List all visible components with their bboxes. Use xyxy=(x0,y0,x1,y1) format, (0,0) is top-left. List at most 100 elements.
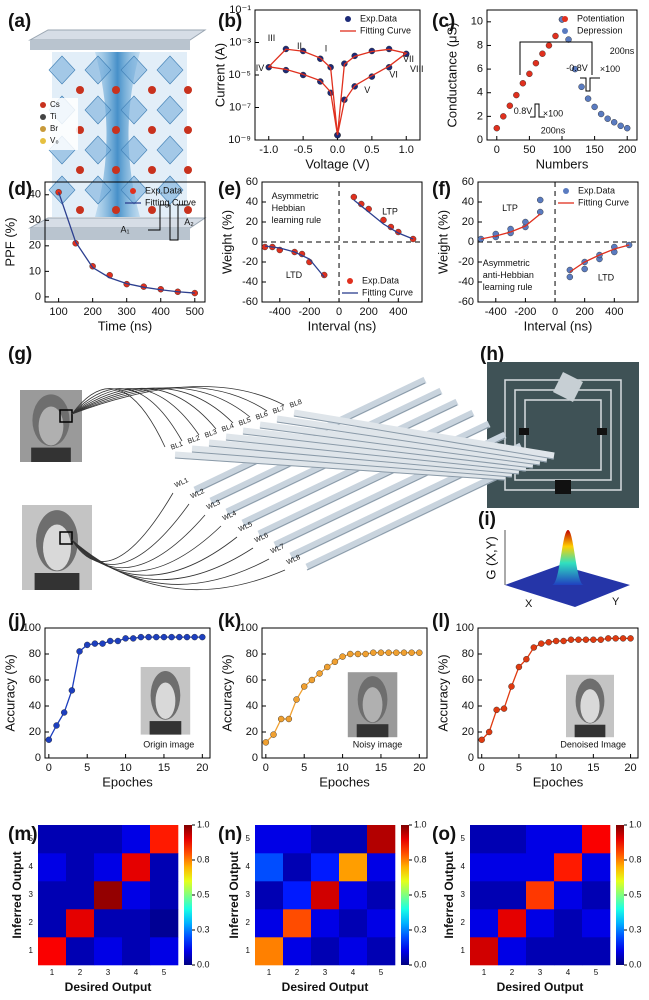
atom xyxy=(148,166,156,174)
x-axis-label: Desired Output xyxy=(497,980,584,994)
panel-label: (d) xyxy=(8,179,32,200)
x-tick-label: -1.0 xyxy=(259,144,278,156)
data-point xyxy=(350,193,358,201)
face-body xyxy=(574,724,606,738)
atom xyxy=(76,166,84,174)
data-point xyxy=(145,633,152,641)
legend-marker xyxy=(40,126,46,132)
colorbar-tick-label: 0.0 xyxy=(414,959,427,969)
legend-label: Exp.Data xyxy=(360,13,397,23)
heatmap-cell xyxy=(66,853,95,882)
y-tick-label: 0 xyxy=(35,291,41,303)
x-tick-label: 0 xyxy=(552,306,558,318)
y-tick-label: -20 xyxy=(458,256,474,268)
heatmap-cell xyxy=(66,937,95,966)
x-tick-label: 3 xyxy=(106,968,111,977)
x-axis-label: Interval (ns) xyxy=(308,318,377,333)
wire xyxy=(71,536,238,576)
x-tick-label: 5 xyxy=(84,762,90,774)
data-point xyxy=(627,635,634,642)
series-line xyxy=(58,192,195,294)
heatmap-cell xyxy=(283,881,312,910)
atom xyxy=(184,86,192,94)
bit-line-label: BL7 xyxy=(272,405,286,416)
data-point xyxy=(565,36,572,43)
chip-photo xyxy=(487,362,639,508)
colorbar-tick-label: 1.0 xyxy=(414,819,427,829)
y-tick-label: 2 xyxy=(461,918,466,927)
y-axis-label: Inferred Output xyxy=(227,851,241,938)
heatmap-cell xyxy=(554,825,583,854)
gaussian-surface xyxy=(504,530,630,607)
heatmap-cell xyxy=(255,881,284,910)
annotation: anti-Hebbian xyxy=(483,270,534,280)
octahedron xyxy=(156,55,184,85)
x-tick-label: 500 xyxy=(186,306,204,318)
data-point xyxy=(567,636,575,643)
panel-label: (o) xyxy=(432,824,456,845)
data-point xyxy=(612,635,619,642)
annotation: learning rule xyxy=(483,282,533,292)
data-point xyxy=(619,635,627,642)
colorbar-tick-label: 0.3 xyxy=(629,924,642,934)
data-point xyxy=(485,728,493,736)
heatmap-cell xyxy=(255,853,284,882)
y-tick-label: 40 xyxy=(246,700,258,712)
data-point xyxy=(566,273,574,281)
heatmap-cell xyxy=(150,937,179,966)
y-tick-label: 6 xyxy=(477,63,483,75)
data-point xyxy=(160,633,168,641)
annotation: I xyxy=(325,43,328,53)
word-line-label: WL4 xyxy=(222,510,238,522)
panel-label: (h) xyxy=(480,344,504,365)
bit-line-label: BL1 xyxy=(170,441,184,452)
y-tick-label: 3 xyxy=(461,890,466,899)
bit-line xyxy=(259,421,541,466)
data-point xyxy=(183,633,191,641)
y-tick-label: 20 xyxy=(462,726,474,738)
data-point xyxy=(500,113,507,120)
y-tick-label: 0 xyxy=(477,134,483,146)
heatmap-cell xyxy=(470,825,499,854)
wire xyxy=(71,503,190,565)
data-point xyxy=(408,649,415,656)
y-axis-label: Accuracy (%) xyxy=(435,654,450,731)
data-point xyxy=(493,124,500,132)
word-line-label: WL6 xyxy=(254,532,270,544)
z-axis-label: G (X,Y) xyxy=(483,536,498,579)
heatmap-cell xyxy=(94,881,123,910)
data-point xyxy=(293,696,300,703)
y-tick-label: 100 xyxy=(456,622,474,634)
y-tick-label: 3 xyxy=(29,890,34,899)
data-point xyxy=(99,640,106,647)
legend-label: V₀ xyxy=(50,136,59,145)
data-point xyxy=(324,663,331,671)
atom xyxy=(184,166,192,174)
x-tick-label: 200 xyxy=(575,306,593,318)
x-tick-label: 400 xyxy=(152,306,170,318)
x-tick-label: 0 xyxy=(46,762,52,774)
x-tick-label: 200 xyxy=(83,306,101,318)
heatmap-cell xyxy=(339,881,368,910)
heatmap-cell xyxy=(150,853,179,882)
data-point xyxy=(578,83,585,91)
x-tick-label: 0 xyxy=(494,144,500,156)
bit-line-edge xyxy=(225,439,527,472)
data-point xyxy=(377,649,385,656)
y-tick-label: 5 xyxy=(461,834,466,843)
legend-label: Fitting Curve xyxy=(578,197,629,207)
data-point xyxy=(84,641,91,649)
heatmap-cell xyxy=(554,881,583,910)
colorbar-tick-label: 0.8 xyxy=(414,854,427,864)
data-point xyxy=(354,650,362,658)
wire xyxy=(71,539,270,585)
annotation: VI xyxy=(389,69,398,79)
heatmap-cell xyxy=(38,881,67,910)
heatmap-cell xyxy=(94,825,123,854)
data-point xyxy=(107,637,114,645)
legend-label: Ti xyxy=(50,112,57,121)
x-axis-label: Epoches xyxy=(533,774,584,789)
series-line xyxy=(480,213,630,273)
heatmap-cell xyxy=(66,881,95,910)
heatmap-cell xyxy=(94,909,123,938)
